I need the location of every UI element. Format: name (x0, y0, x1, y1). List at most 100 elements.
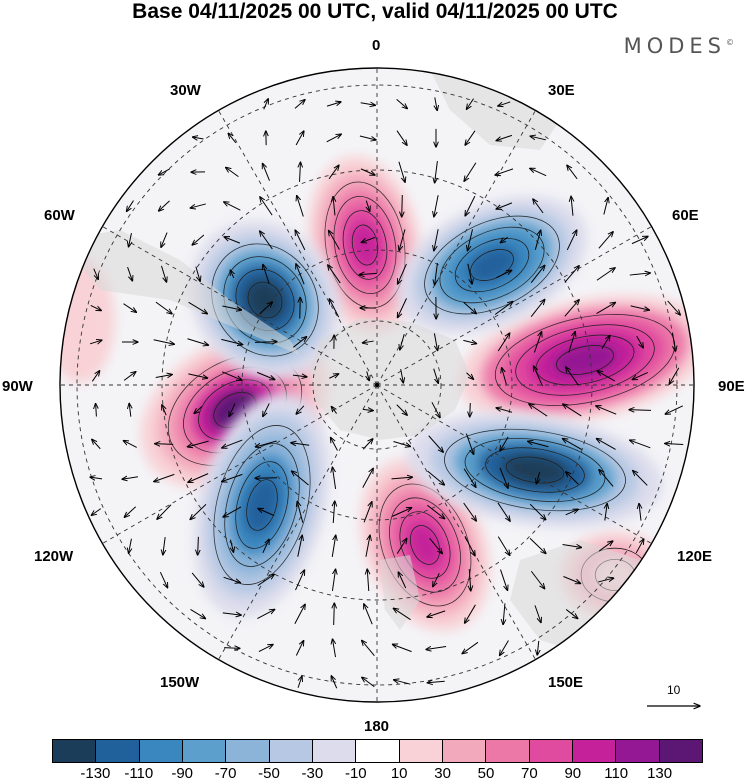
wind-arrow (429, 538, 443, 553)
wind-arrow (530, 136, 546, 141)
longitude-label-0: 0 (372, 37, 381, 54)
wind-arrow (393, 608, 411, 621)
wind-arrow (226, 167, 239, 178)
wind-arrow (565, 509, 579, 516)
colorbar-tick-label: -30 (301, 765, 324, 782)
wind-arrow (297, 196, 304, 217)
wind-arrow (190, 608, 205, 618)
wind-arrow (434, 229, 439, 251)
wind-arrow (497, 333, 509, 352)
streamline (351, 224, 379, 266)
wind-arrow (467, 263, 472, 284)
wind-arrow (427, 470, 445, 485)
wind-arrow (157, 504, 172, 520)
wind-arrow (529, 538, 546, 553)
colorbar-tick-label: -90 (171, 765, 194, 782)
land-masses (60, 70, 690, 660)
streamline (556, 345, 614, 375)
wind-arrow (536, 471, 539, 484)
wind-arrow (161, 232, 168, 248)
wind-arrow (297, 535, 302, 557)
wind-arrow (470, 403, 471, 417)
wind-arrow (565, 609, 578, 618)
wind-arrow (221, 371, 242, 380)
wind-arrow (533, 199, 544, 214)
wind-arrow (222, 439, 243, 448)
wind-arrow (224, 202, 241, 211)
wind-arrow (496, 408, 513, 413)
wind-arrow (530, 570, 544, 588)
wind-arrow (665, 443, 684, 444)
wind-arrow (300, 162, 301, 182)
longitude-label-60e: 60E (672, 207, 699, 224)
wind-arrow (427, 610, 446, 617)
wind-arrow (393, 441, 410, 447)
wind-arrow (435, 161, 438, 183)
wind-arrow (465, 195, 476, 216)
wind-arrow (362, 677, 375, 688)
wind-arrow (530, 299, 545, 317)
wind-arrow (665, 405, 684, 414)
wind-arrow (631, 236, 648, 245)
wind-arrow (328, 165, 339, 180)
wind-arrow (530, 168, 547, 177)
wind-arrow (562, 439, 582, 450)
wind-arrow (635, 539, 644, 554)
anomaly-contour (350, 221, 380, 269)
colorbar-swatch-0 (53, 740, 97, 762)
wind-arrow (92, 439, 101, 450)
wind-arrow (394, 680, 411, 685)
wind-arrow (123, 303, 137, 313)
anomaly-field (60, 156, 694, 632)
wind-arrow (263, 403, 270, 416)
wind-arrow (296, 264, 305, 285)
wind-arrow (392, 508, 411, 517)
colorbar-swatch-4 (226, 740, 270, 762)
meridians (60, 68, 694, 702)
wind-arrow (466, 372, 473, 380)
colorbar-swatch-12 (572, 740, 617, 762)
anomaly-center-1 (458, 295, 694, 425)
meridian-line (90, 384, 378, 551)
wind-arrow (362, 341, 374, 343)
streamline (485, 447, 585, 493)
wind-arrow (596, 268, 615, 281)
wind-arrow (496, 202, 513, 209)
wind-arrow (596, 439, 616, 450)
wind-arrow (155, 444, 174, 445)
wind-arrow (223, 506, 242, 517)
wind-arrow (331, 569, 335, 591)
wind-arrow (629, 273, 650, 275)
wind-arrow (123, 441, 137, 448)
anomaly-center-9 (194, 392, 330, 618)
wind-arrow (360, 103, 376, 106)
wind-arrow (601, 335, 610, 349)
wind-arrow (596, 302, 616, 315)
wind-arrow (123, 372, 136, 381)
wind-arrow (494, 302, 513, 315)
map-title: Base 04/11/2025 00 UTC, valid 04/11/2025… (132, 0, 618, 23)
wind-arrow (534, 366, 543, 387)
wind-arrow (359, 273, 377, 274)
wind-arrow (333, 197, 335, 216)
wind-arrow (190, 203, 206, 208)
wind-arrow (159, 200, 170, 211)
wind-arrow (93, 268, 98, 280)
wind-arrow (331, 676, 338, 689)
wind-arrow (428, 435, 444, 452)
colorbar-tick-label: -110 (124, 765, 154, 782)
wind-arrow (362, 468, 373, 488)
wind-arrow (188, 301, 208, 313)
streamline (247, 281, 283, 319)
streamline (235, 461, 289, 549)
colorbar-swatch-2 (139, 740, 183, 762)
wind-arrow (397, 298, 407, 317)
wind-arrow (435, 263, 438, 285)
wind-arrow (334, 603, 335, 626)
wind-arrow (633, 471, 648, 486)
wind-arrow (329, 374, 338, 379)
wind-arrow (195, 266, 200, 282)
wind-arrow (96, 404, 97, 417)
wind-arrow (537, 640, 539, 655)
wind-arrow (562, 545, 582, 548)
